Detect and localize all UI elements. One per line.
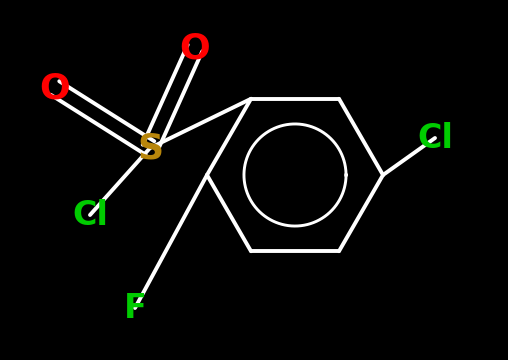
Text: F: F (123, 292, 146, 324)
Text: O: O (180, 31, 210, 65)
Text: S: S (137, 131, 163, 165)
Text: Cl: Cl (72, 198, 108, 231)
Text: Cl: Cl (417, 122, 453, 154)
Text: O: O (40, 71, 71, 105)
